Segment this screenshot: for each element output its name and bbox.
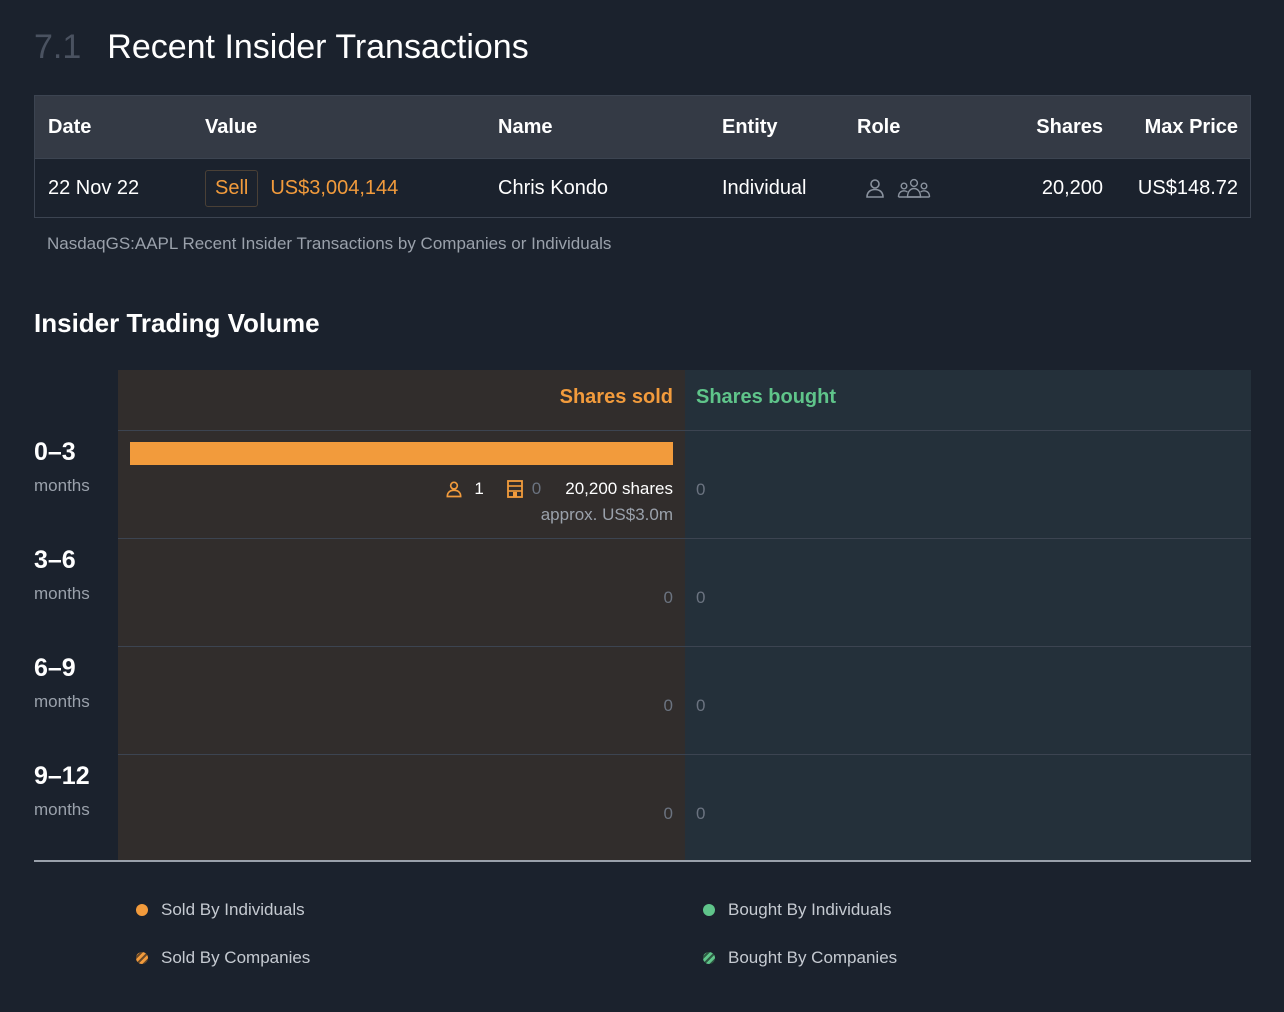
approx-value: approx. US$3.0m [540,505,673,524]
group-icon[interactable] [897,176,931,200]
header-date[interactable]: Date [48,115,92,138]
striped-dot-icon [703,952,715,964]
legend-sold-companies[interactable]: Sold By Companies [136,948,310,968]
company-count: 0 [531,479,542,498]
row-divider [118,754,1251,755]
sold-detail: 1 0 20,200 shares [444,478,673,500]
insider-volume-chart: Shares sold Shares bought 0–3 months 1 0… [34,370,1251,862]
table-caption: NasdaqGS:AAPL Recent Insider Transaction… [47,234,612,253]
table-row[interactable]: 22 Nov 22 Sell US$3,004,144 Chris Kondo … [35,158,1250,217]
row-entity: Individual [722,176,807,199]
period-label: 3–6 [34,546,76,574]
sold-value: 0 [663,804,673,823]
period-unit: months [34,692,90,711]
solid-dot-icon [136,904,148,916]
header-value[interactable]: Value [205,115,258,138]
row-name[interactable]: Chris Kondo [498,176,609,199]
section-title: Recent Insider Transactions [107,28,529,66]
building-icon [506,480,523,498]
person-icon[interactable] [863,176,887,200]
row-divider [118,538,1251,539]
striped-dot-icon [136,952,148,964]
sold-value: 0 [663,696,673,715]
header-role[interactable]: Role [857,115,901,138]
row-divider [118,430,1251,431]
volume-title: Insider Trading Volume [34,308,320,338]
row-role [863,159,931,217]
sold-by-individuals-bar[interactable] [130,442,673,465]
sold-value: 0 [663,588,673,607]
table-header-row: Date Value Name Entity Role Shares Max P… [35,96,1250,158]
period-unit: months [34,800,90,819]
sell-badge: Sell [205,169,259,207]
period-unit: months [34,476,90,495]
legend-label: Sold By Individuals [161,900,305,919]
individual-count: 1 [474,479,484,498]
period-label: 9–12 [34,762,90,790]
legend-bought-companies[interactable]: Bought By Companies [703,948,897,968]
bought-value: 0 [696,588,706,607]
period-label: 6–9 [34,654,76,682]
chart-baseline [34,860,1251,862]
legend-label: Bought By Companies [728,948,898,967]
header-entity[interactable]: Entity [722,115,778,138]
row-value: Sell US$3,004,144 [205,159,398,217]
bought-value: 0 [696,480,706,499]
legend-label: Sold By Companies [161,948,311,967]
legend-label: Bought By Individuals [728,900,892,919]
period-label: 0–3 [34,438,76,466]
solid-dot-icon [703,904,715,916]
bought-value: 0 [696,696,706,715]
section-number: 7.1 [34,28,82,66]
row-divider [118,646,1251,647]
shares-bought-header: Shares bought [696,386,837,408]
row-shares: 20,200 [1041,176,1103,199]
section-header: 7.1 Recent Insider Transactions [34,28,529,68]
shares-bought-panel [685,370,1251,860]
legend-bought-individuals[interactable]: Bought By Individuals [703,900,892,920]
header-max-price[interactable]: Max Price [1144,115,1238,138]
header-shares[interactable]: Shares [1036,115,1103,138]
period-unit: months [34,584,90,603]
shares-sold-header: Shares sold [559,386,673,408]
bought-value: 0 [696,804,706,823]
header-name[interactable]: Name [498,115,553,138]
row-date: 22 Nov 22 [48,176,140,199]
person-icon [446,481,462,498]
shares-sold-total: 20,200 shares [565,479,673,498]
legend-sold-individuals[interactable]: Sold By Individuals [136,900,305,920]
row-max-price: US$148.72 [1137,176,1238,199]
transaction-value: US$3,004,144 [270,176,399,199]
transactions-table: Date Value Name Entity Role Shares Max P… [34,95,1251,218]
